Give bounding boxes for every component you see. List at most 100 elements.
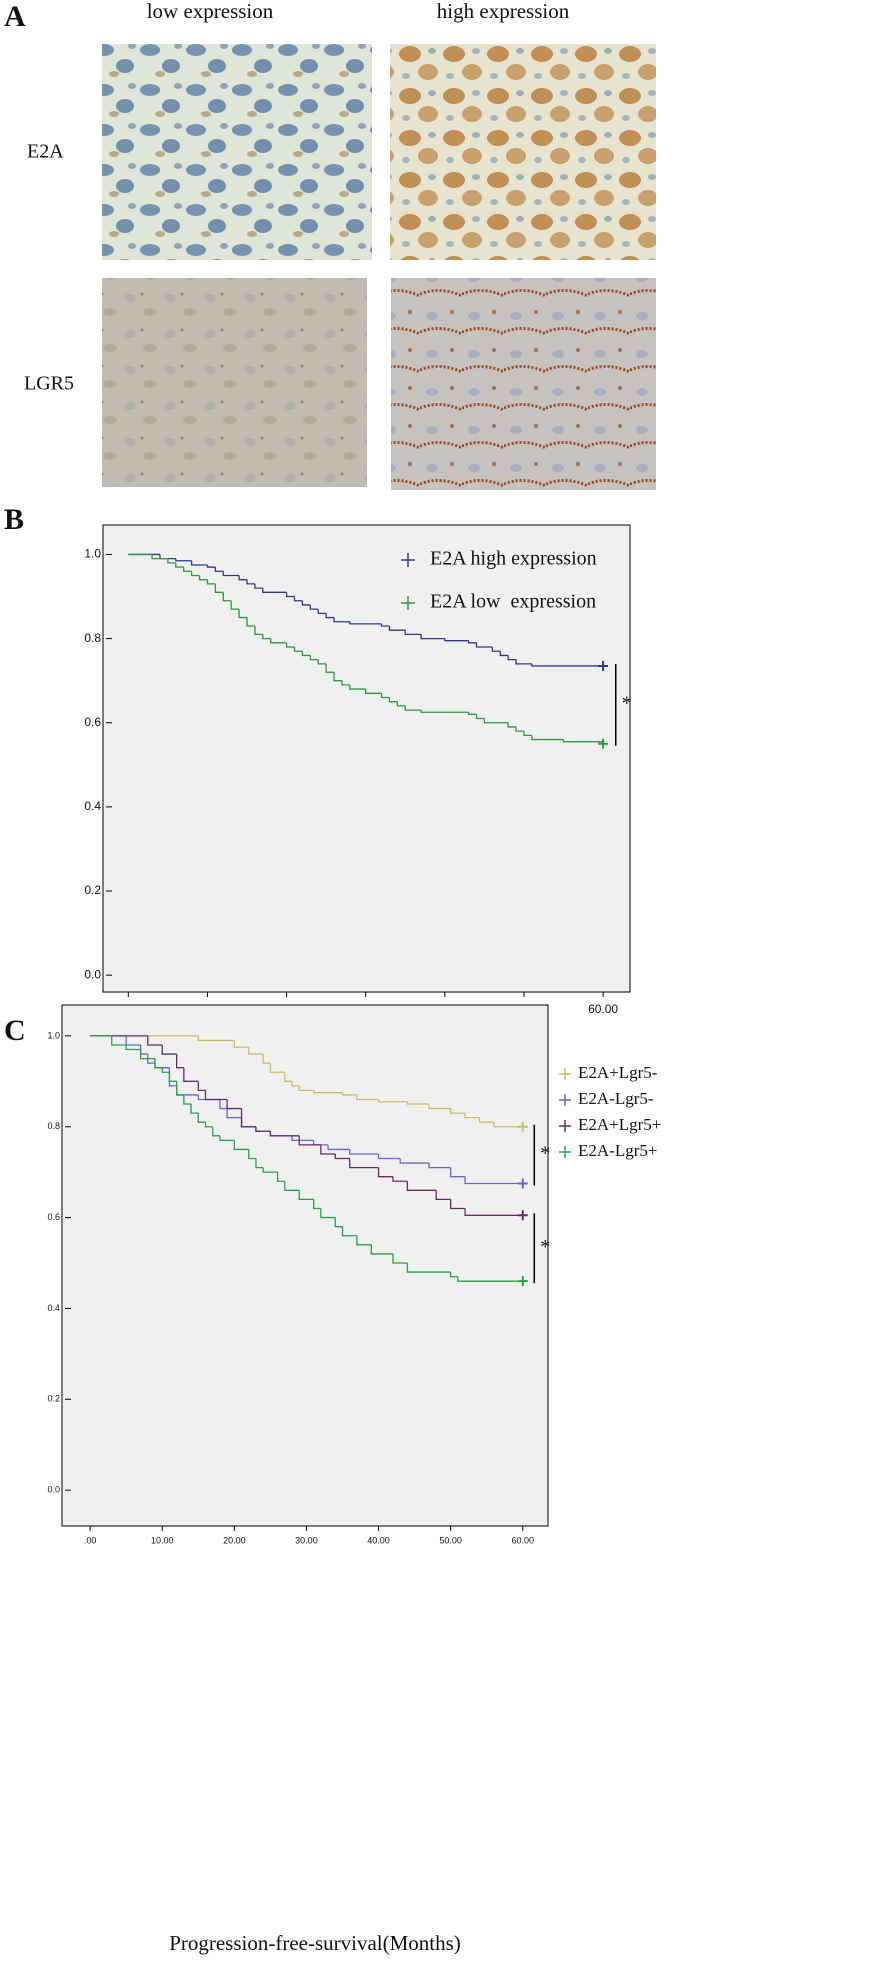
curve-step	[396, 701, 406, 707]
x-axis-title: Progression-free-survival(Months)	[169, 1931, 461, 1955]
curve-step	[356, 1235, 372, 1246]
curve-step	[240, 1108, 256, 1128]
curve-step	[450, 1272, 458, 1278]
curve-step	[428, 1163, 451, 1169]
curve-step	[450, 1108, 466, 1114]
curve-step	[464, 1176, 523, 1185]
curve-step	[147, 1035, 163, 1046]
curve-step	[334, 1217, 343, 1228]
curve-step	[325, 613, 335, 619]
row-label: LGR5	[24, 373, 74, 395]
curve-step	[377, 1153, 401, 1160]
curve-step	[478, 1117, 494, 1123]
curve-step	[507, 655, 517, 661]
row-label: E2A	[27, 141, 64, 163]
curve-step	[365, 689, 382, 694]
curve-step	[248, 1149, 256, 1160]
curve-step	[269, 1131, 300, 1137]
y-tick-label: 0.4	[84, 799, 101, 813]
curve-step	[284, 1072, 293, 1082]
curve-step	[222, 592, 232, 602]
curve-step	[515, 726, 524, 732]
legend-symbol	[559, 1146, 571, 1158]
curve-step	[464, 1113, 480, 1119]
curve-step	[147, 1054, 156, 1064]
curve-step	[176, 1054, 184, 1069]
curve-step	[284, 1181, 300, 1191]
legend: E2A high expression E2A low expression	[401, 548, 597, 613]
curve-step	[161, 1044, 177, 1055]
curve-step	[206, 579, 216, 585]
y-tick-label: 0.2	[84, 883, 101, 897]
curve-step	[204, 1122, 213, 1128]
curve-step	[349, 684, 366, 690]
censor-mark	[598, 660, 609, 671]
curve-step	[139, 1049, 156, 1060]
curve-step	[204, 1090, 228, 1101]
curve-step	[317, 659, 327, 665]
micrograph	[391, 278, 656, 490]
curve-step	[406, 1263, 451, 1273]
curve-step	[420, 710, 469, 713]
km-chart: B0.00.20.40.60.81.0.0010.0020.0030.0040.…	[4, 503, 632, 1088]
micrograph	[102, 44, 372, 260]
curve-step	[507, 722, 517, 728]
curve-step	[349, 1149, 379, 1155]
y-tick-label: 0.8	[47, 1121, 60, 1131]
x-tick-label: .00	[84, 1535, 97, 1545]
legend-symbol	[401, 553, 415, 567]
legend-symbol	[559, 1094, 571, 1106]
curve-step	[493, 1122, 523, 1128]
curve-step	[435, 1190, 451, 1201]
curve-step	[246, 617, 255, 627]
survival-curve	[128, 553, 609, 749]
y-tick-label: 0.6	[47, 1212, 60, 1222]
curve-step	[262, 588, 287, 593]
y-tick-label: 0.8	[84, 631, 101, 645]
curve-step	[450, 1199, 466, 1210]
curve-step	[255, 1158, 264, 1169]
curve-step	[246, 579, 255, 585]
curve-step	[197, 1113, 206, 1123]
panel-label: B	[4, 503, 24, 536]
curve-step	[262, 1054, 271, 1064]
significance-label: *	[622, 692, 632, 714]
significance-label: *	[540, 1236, 550, 1258]
panel-a: A low expression high expression E2A LGR…	[4, 0, 656, 490]
curve-step	[291, 1081, 300, 1087]
micrograph	[390, 44, 656, 260]
curve-step	[255, 1126, 271, 1132]
curve-step	[309, 655, 319, 661]
x-tick-label: 30.00	[295, 1535, 318, 1545]
curve-step	[388, 697, 398, 703]
curve-step	[168, 1072, 177, 1082]
y-tick-label: 1.0	[84, 547, 101, 561]
x-tick-label: 50.00	[439, 1535, 462, 1545]
y-tick-label: 0.6	[84, 715, 101, 729]
curve-step	[467, 640, 477, 644]
column-label: high expression	[437, 0, 570, 23]
curve-step	[154, 1058, 163, 1069]
curve-step	[313, 1199, 321, 1210]
curve-step	[270, 638, 287, 644]
curve-step	[151, 554, 168, 560]
curve-step	[190, 571, 200, 577]
curve-step	[406, 1101, 430, 1105]
y-tick-label: 0.0	[84, 967, 101, 981]
curve-step	[404, 705, 422, 711]
curve-step	[238, 575, 248, 581]
curve-step	[125, 1044, 141, 1051]
curve-step	[406, 1181, 437, 1191]
curve-step	[499, 651, 509, 657]
curve-step	[444, 638, 469, 642]
significance-label: *	[540, 1143, 550, 1165]
legend-label: E2A low expression	[430, 591, 596, 613]
curve-step	[285, 642, 295, 648]
curve-step	[333, 617, 350, 623]
curve-step	[309, 604, 319, 610]
curve-step	[206, 564, 216, 568]
curve-step	[269, 1063, 285, 1073]
curve-step	[450, 1167, 466, 1178]
curve-step	[523, 731, 532, 737]
